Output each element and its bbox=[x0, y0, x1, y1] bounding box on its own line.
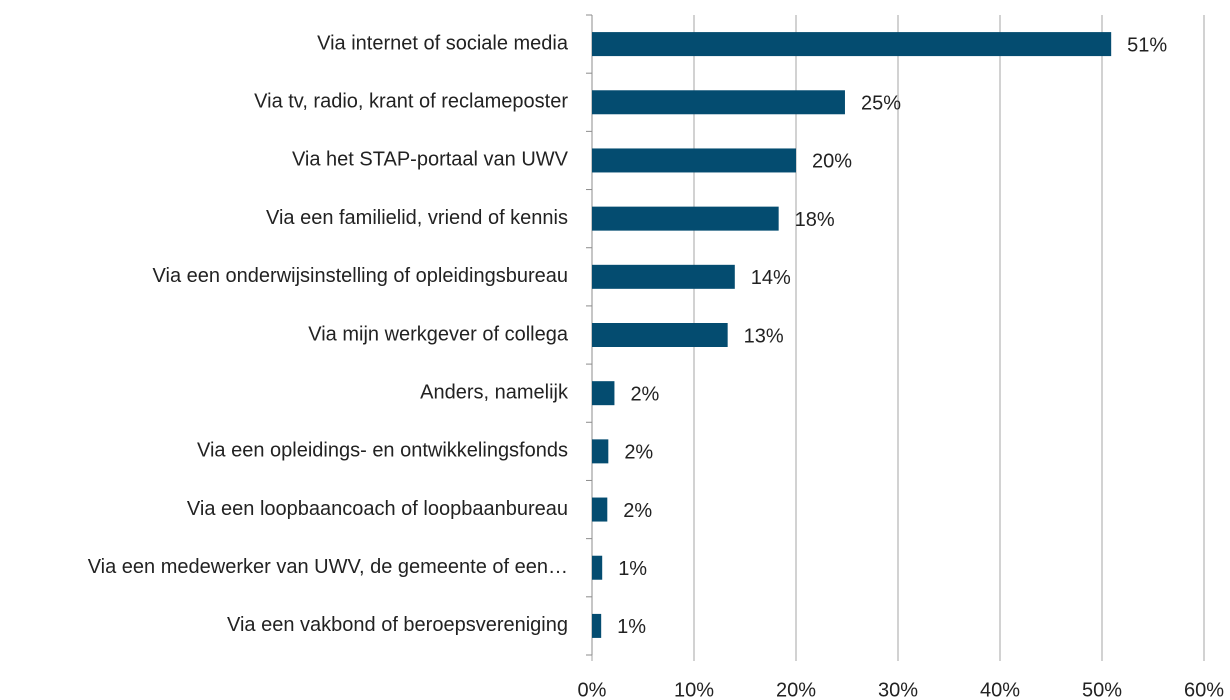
bar bbox=[592, 148, 796, 173]
data-label: 51% bbox=[1127, 34, 1167, 56]
bar bbox=[592, 90, 845, 115]
data-label: 2% bbox=[630, 383, 659, 405]
y-tick-label: Via een onderwijsinstelling of opleiding… bbox=[153, 265, 568, 287]
data-label: 1% bbox=[618, 558, 647, 580]
data-label: 20% bbox=[812, 151, 852, 173]
y-tick-label: Via een vakbond of beroepsvereniging bbox=[227, 614, 568, 636]
data-label: 14% bbox=[751, 267, 791, 289]
y-tick-label: Via het STAP-portaal van UWV bbox=[292, 149, 569, 171]
data-label: 13% bbox=[744, 325, 784, 347]
x-tick-label: 30% bbox=[878, 679, 918, 700]
x-tick-label: 50% bbox=[1082, 679, 1122, 700]
x-tick-label: 10% bbox=[674, 679, 714, 700]
y-tick-label: Via mijn werkgever of collega bbox=[308, 323, 569, 345]
y-tick-label: Via een opleidings- en ontwikkelingsfond… bbox=[197, 440, 568, 462]
bar bbox=[592, 613, 602, 638]
bar bbox=[592, 206, 779, 231]
bar bbox=[592, 555, 603, 580]
x-tick-label: 0% bbox=[578, 679, 607, 700]
data-label: 2% bbox=[623, 500, 652, 522]
bar bbox=[592, 381, 615, 406]
data-label: 1% bbox=[617, 616, 646, 638]
bar bbox=[592, 323, 728, 347]
bar bbox=[592, 439, 609, 464]
y-tick-label: Via tv, radio, krant of reclameposter bbox=[254, 91, 568, 113]
bar bbox=[592, 264, 735, 289]
y-tick-label: Via een loopbaancoach of loopbaanbureau bbox=[187, 498, 568, 520]
data-label: 25% bbox=[861, 93, 901, 115]
x-tick-label: 40% bbox=[980, 679, 1020, 700]
y-tick-label: Via internet of sociale media bbox=[317, 32, 569, 54]
data-label: 18% bbox=[795, 209, 835, 231]
y-tick-label: Via een familielid, vriend of kennis bbox=[266, 207, 568, 229]
x-tick-label: 60% bbox=[1184, 679, 1224, 700]
y-tick-label: Anders, namelijk bbox=[420, 381, 569, 403]
y-tick-label: Via een medewerker van UWV, de gemeente … bbox=[88, 556, 568, 578]
data-label: 2% bbox=[624, 442, 653, 464]
bar bbox=[592, 497, 608, 522]
x-tick-label: 20% bbox=[776, 679, 816, 700]
bar bbox=[592, 32, 1112, 57]
